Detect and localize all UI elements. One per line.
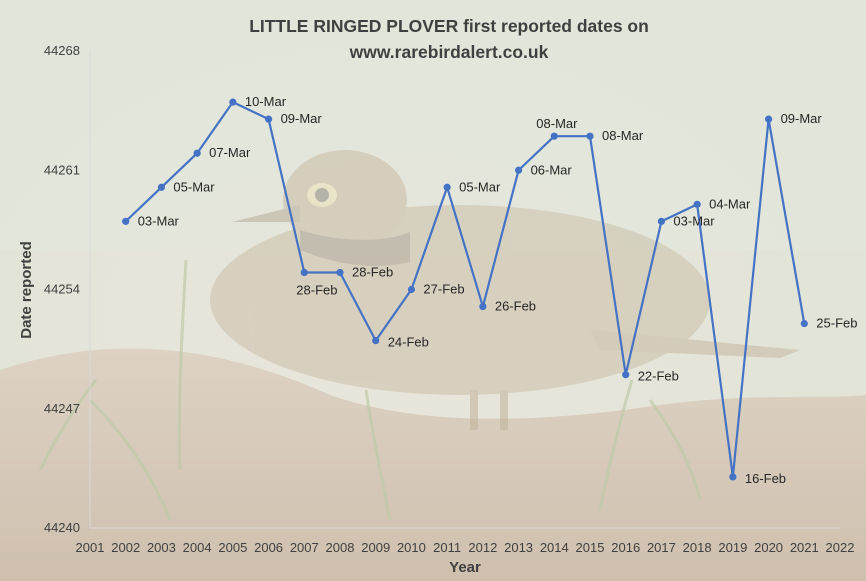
- data-point: [407, 285, 416, 294]
- series-line: [124, 101, 806, 478]
- y-tick-label: 44240: [44, 520, 80, 535]
- x-tick-label: 2022: [826, 540, 855, 555]
- data-label: 28-Feb: [296, 282, 337, 297]
- y-axis-title: Date reported: [18, 241, 35, 339]
- bird-silhouette: [210, 150, 800, 430]
- y-tick-label: 44254: [44, 282, 80, 297]
- data-label: 26-Feb: [495, 299, 536, 314]
- x-tick-label: 2007: [290, 540, 319, 555]
- data-label: 22-Feb: [638, 369, 679, 384]
- series-layer: 03-Mar 05-Mar 07-Mar 10-Mar 09-Mar 28-Feb 28-F…: [122, 94, 857, 486]
- x-axis-ticks: 2001 2002 2003 2004 2005 2006 2007 2008 2009 2010…: [76, 540, 855, 555]
- x-tick-label: 2011: [433, 540, 461, 555]
- data-point: [550, 132, 558, 140]
- x-tick-label: 2001: [76, 540, 105, 555]
- chart-title-line-1: LITTLE RINGED PLOVER first reported date…: [249, 16, 649, 36]
- data-label: 05-Mar: [459, 179, 501, 194]
- data-point: [729, 473, 737, 481]
- data-point: [372, 337, 380, 345]
- data-point: [193, 149, 201, 157]
- x-tick-label: 2014: [540, 540, 569, 555]
- data-point: [479, 302, 487, 311]
- data-label: 09-Mar: [781, 111, 823, 126]
- data-label: 09-Mar: [281, 111, 323, 126]
- x-tick-label: 2005: [218, 540, 247, 555]
- chart-title-line-2: www.rarebirdalert.co.uk: [349, 42, 549, 62]
- data-point: [229, 98, 237, 106]
- data-label: 05-Mar: [173, 179, 215, 194]
- data-label: 28-Feb: [352, 264, 393, 279]
- x-tick-label: 2021: [790, 540, 819, 555]
- data-label: 04-Mar: [709, 196, 751, 211]
- x-tick-label: 2015: [576, 540, 605, 555]
- data-label: 24-Feb: [388, 335, 429, 350]
- data-point: [264, 115, 273, 123]
- x-tick-label: 2020: [754, 540, 783, 555]
- data-label: 08-Mar: [536, 116, 578, 131]
- x-tick-label: 2016: [611, 540, 640, 555]
- data-point: [586, 132, 594, 140]
- data-point: [657, 217, 666, 225]
- x-tick-label: 2012: [468, 540, 497, 555]
- x-tick-label: 2018: [683, 540, 712, 555]
- x-axis-title: Year: [449, 559, 481, 576]
- data-point: [622, 371, 630, 379]
- data-point: [157, 183, 166, 191]
- data-label: 06-Mar: [531, 162, 573, 177]
- data-point: [300, 268, 308, 277]
- data-point: [122, 217, 130, 225]
- y-tick-label: 44268: [44, 43, 80, 58]
- data-point: [336, 268, 344, 277]
- data-label: 07-Mar: [209, 145, 251, 160]
- data-label: 10-Mar: [245, 94, 287, 109]
- x-tick-label: 2006: [254, 540, 283, 555]
- data-point: [514, 166, 523, 174]
- data-label: 16-Feb: [745, 471, 786, 486]
- x-tick-label: 2009: [361, 540, 390, 555]
- data-point: [443, 183, 451, 191]
- data-label: 27-Feb: [423, 282, 464, 297]
- data-label: 03-Mar: [673, 213, 715, 228]
- data-point: [764, 115, 773, 123]
- data-point: [693, 200, 701, 208]
- y-tick-label: 44247: [44, 401, 80, 416]
- x-tick-label: 2019: [718, 540, 747, 555]
- x-tick-label: 2010: [397, 540, 426, 555]
- x-tick-label: 2004: [183, 540, 212, 555]
- y-tick-label: 44261: [44, 162, 80, 177]
- data-label: 03-Mar: [138, 213, 180, 228]
- x-tick-label: 2003: [147, 540, 176, 555]
- x-tick-label: 2017: [647, 540, 676, 555]
- x-tick-label: 2002: [111, 540, 140, 555]
- data-point: [800, 319, 808, 328]
- grass-blades: [38, 259, 702, 521]
- y-axis-ticks: 44240 44247 44254 44261 44268: [44, 43, 80, 535]
- x-tick-label: 2008: [326, 540, 355, 555]
- data-label: 25-Feb: [816, 316, 857, 331]
- data-label: 08-Mar: [602, 128, 644, 143]
- x-tick-label: 2013: [504, 540, 533, 555]
